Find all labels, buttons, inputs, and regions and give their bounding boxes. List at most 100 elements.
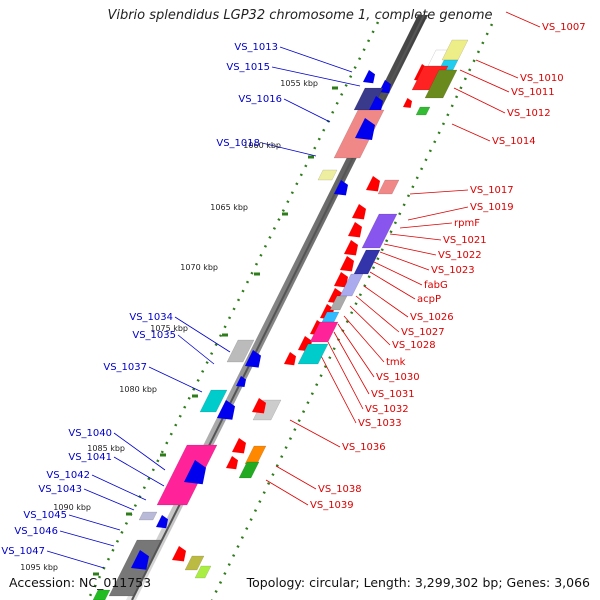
gene-label-right: VS_1033 [358,418,402,429]
scale-tick-label: 1080 kbp [119,385,157,394]
gene-arrow [403,98,412,108]
gene-label-left: VS_1042 [46,470,90,481]
scale-tick-label: 1085 kbp [87,444,125,453]
gene-box [317,169,338,181]
gene-label-left: VS_1040 [68,428,112,439]
scale-tick-label: 1075 kbp [150,324,188,333]
leader-line-right [475,59,519,79]
gene-box [424,69,458,99]
gene-arrow [217,400,235,420]
leader-line-right [265,479,309,506]
gene-arrow [232,438,246,454]
leader-line-left [261,142,317,157]
leader-line-right [389,233,442,241]
gene-label-right: VS_1027 [401,327,445,338]
scale-tick-label: 1065 kbp [210,203,248,212]
gene-arrow [344,240,358,256]
gene-arrow [131,550,149,570]
gene-label-right: VS_1030 [376,372,420,383]
leader-line-right [383,243,437,256]
gene-label-right: VS_1007 [542,22,586,33]
gene-label-right: VS_1038 [318,484,362,495]
gene-box [339,273,364,297]
gene-box [377,179,400,195]
leader-line-left [59,530,115,547]
gene-box [244,445,267,465]
leader-line-right [363,285,409,318]
gene-box [329,295,348,311]
gene-box [353,249,381,275]
leader-line-left [46,550,105,569]
leader-line-left [283,98,331,123]
leader-line-right [317,349,357,424]
gene-arrow [369,96,383,112]
leader-line-left [271,66,361,87]
scale-tick-label: 1070 kbp [180,263,218,272]
gene-box [361,213,398,249]
gene-label-left: VS_1035 [132,330,176,341]
gene-label-left: VS_1047 [1,546,45,557]
gene-arrow [252,398,266,414]
gene-label-left: VS_1041 [68,452,112,463]
leader-line-right [409,189,469,195]
gene-label-right: tmk [386,357,406,368]
track-dots-outer-right [210,23,494,600]
gene-label-right: VS_1011 [511,87,555,98]
leader-line-right [327,341,364,410]
leader-line-right [275,465,317,490]
gene-label-right: VS_1028 [392,340,436,351]
gene-label-right: VS_1021 [443,235,487,246]
map-title: Vibrio splendidus LGP32 chromosome 1, co… [107,8,493,23]
scale-tick-label: 1090 kbp [53,503,91,512]
gene-box [199,389,228,413]
gene-label-right: acpP [417,294,441,305]
gene-label-right: VS_1012 [507,108,551,119]
leader-line-right [369,271,416,300]
leader-line-left [91,474,147,501]
gene-box [415,106,431,116]
gene-label-right: VS_1017 [470,185,514,196]
gene-arrow [355,118,375,140]
gene-label-left: VS_1016 [238,94,282,105]
gene-label-right: VS_1026 [410,312,454,323]
gene-arrow [334,272,348,288]
leader-line-right [349,305,391,346]
leader-line-left [68,514,121,531]
leader-line-right [399,222,453,229]
gene-box [194,565,212,579]
gene-box [184,555,205,571]
gene-label-right: rpmF [454,218,480,229]
leader-line-right [379,251,430,271]
leader-line-right [451,123,491,142]
gene-box [156,444,218,506]
gene-label-left: VS_1046 [14,526,58,537]
gene-box [309,321,339,343]
accession-text: Accession: NC_011753 [9,575,152,590]
gene-box [138,511,158,521]
leader-line-left [177,334,215,365]
gene-label-left: VS_1045 [23,510,67,521]
scale-tick-label: 1055 kbp [280,79,318,88]
leader-line-right [407,206,469,221]
gene-label-left: VS_1015 [226,62,270,73]
gene-arrow [172,546,186,562]
gene-label-right: VS_1039 [310,500,354,511]
gene-label-right: VS_1019 [470,202,514,213]
gene-arrow [334,180,348,196]
gene-box [297,343,329,365]
topology-text: Topology: circular; Length: 3,299,302 bp… [246,575,590,590]
leader-line-left [279,46,353,73]
leader-line-left [148,366,203,393]
gene-label-right: VS_1014 [492,136,536,147]
leader-line-left [174,316,231,353]
gene-arrow [184,460,206,485]
gene-label-left: VS_1037 [103,362,147,373]
gene-box [238,461,260,479]
gene-arrow [236,376,246,387]
gene-box [92,589,111,600]
gene-label-right: VS_1010 [520,73,564,84]
gene-arrow [245,350,261,368]
leader-line-right [333,331,370,395]
leader-line-right [289,419,341,448]
gene-label-right: VS_1036 [342,442,386,453]
